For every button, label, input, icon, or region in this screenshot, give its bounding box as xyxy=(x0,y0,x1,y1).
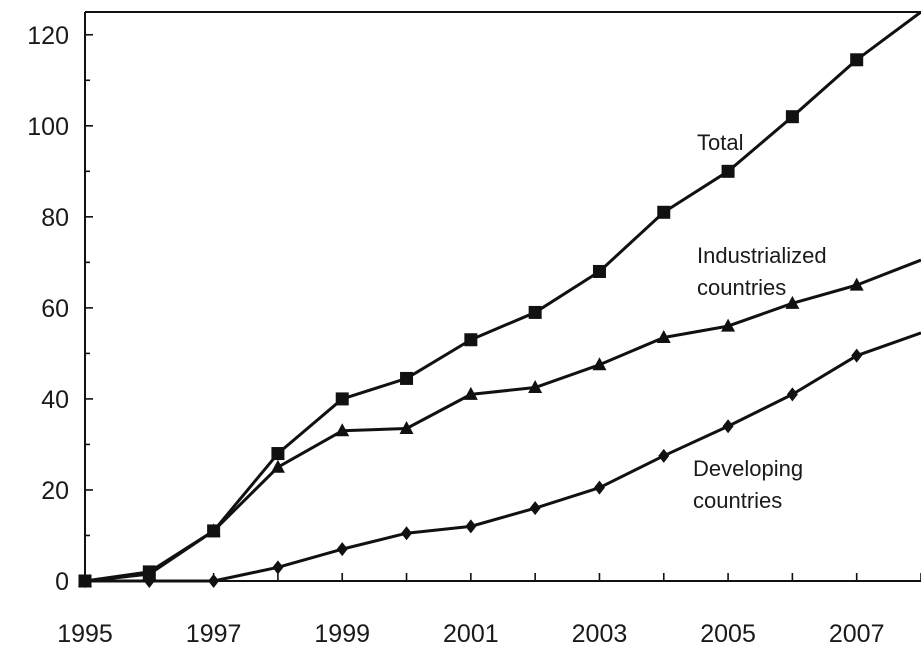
y-tick-label: 60 xyxy=(41,295,69,323)
series-line-developing xyxy=(85,331,921,583)
data-point-total xyxy=(464,333,478,347)
data-point-developing xyxy=(79,574,91,588)
data-point-total xyxy=(592,264,606,278)
x-tick-label: 1997 xyxy=(186,620,242,648)
data-point-developing xyxy=(722,419,734,434)
x-tick-label: 1995 xyxy=(57,620,113,648)
x-tick-label: 2005 xyxy=(700,620,756,648)
data-point-total xyxy=(528,305,542,319)
data-point-developing xyxy=(401,526,413,541)
x-tick-label: 2001 xyxy=(443,620,499,648)
y-tick-label: 0 xyxy=(55,568,69,596)
data-point-developing xyxy=(143,574,155,588)
data-point-industrialized xyxy=(592,357,607,371)
data-point-industrialized xyxy=(721,318,736,332)
series-labels: Total Industrialized countries Developing co… xyxy=(693,130,827,513)
axes xyxy=(84,11,921,582)
series-layer xyxy=(78,10,921,588)
data-point-developing xyxy=(529,501,541,516)
series-total xyxy=(78,10,921,588)
series-line-industrialized xyxy=(84,258,921,583)
x-axis-ticks: 1995 1997 1999 2001 2003 2005 2007 xyxy=(57,573,921,648)
x-tick-label: 1999 xyxy=(314,620,370,648)
series-developing xyxy=(79,331,921,588)
data-point-industrialized xyxy=(656,329,671,343)
y-tick-label: 100 xyxy=(27,113,69,141)
data-point-industrialized xyxy=(785,295,800,309)
data-point-industrialized xyxy=(399,421,414,435)
data-point-industrialized xyxy=(335,423,350,437)
data-point-industrialized xyxy=(463,386,478,400)
data-point-developing xyxy=(658,448,670,463)
series-label-industrialized: countries xyxy=(697,275,786,300)
data-point-total xyxy=(721,164,735,178)
data-point-industrialized xyxy=(270,459,285,473)
y-tick-label: 40 xyxy=(41,386,69,414)
y-axis-ticks: 0 20 40 60 80 100 120 xyxy=(27,22,93,596)
data-point-industrialized xyxy=(206,523,221,537)
x-tick-label: 2003 xyxy=(572,620,628,648)
data-point-developing xyxy=(465,519,477,534)
data-point-total xyxy=(271,447,285,461)
data-point-developing xyxy=(272,560,284,575)
series-line-total xyxy=(84,10,921,583)
data-point-total xyxy=(657,205,671,219)
data-point-developing xyxy=(786,387,798,402)
data-point-industrialized xyxy=(849,277,864,291)
series-label-industrialized: Industrialized xyxy=(697,243,827,268)
data-point-developing xyxy=(336,542,348,557)
series-label-developing: countries xyxy=(693,488,782,513)
data-point-industrialized xyxy=(528,380,543,394)
series-label-developing: Developing xyxy=(693,456,803,481)
data-point-total xyxy=(335,392,349,406)
data-point-total xyxy=(850,53,864,67)
data-point-developing xyxy=(208,574,220,588)
series-label-total: Total xyxy=(697,130,743,155)
data-point-total xyxy=(400,371,414,385)
data-point-developing xyxy=(851,348,863,363)
data-point-total xyxy=(785,110,799,124)
y-tick-label: 20 xyxy=(41,477,69,505)
data-point-industrialized xyxy=(142,566,157,580)
x-tick-label: 2007 xyxy=(829,620,885,648)
data-point-developing xyxy=(593,480,605,495)
y-tick-label: 80 xyxy=(41,204,69,232)
series-industrialized xyxy=(78,258,921,587)
y-tick-label: 120 xyxy=(27,22,69,50)
